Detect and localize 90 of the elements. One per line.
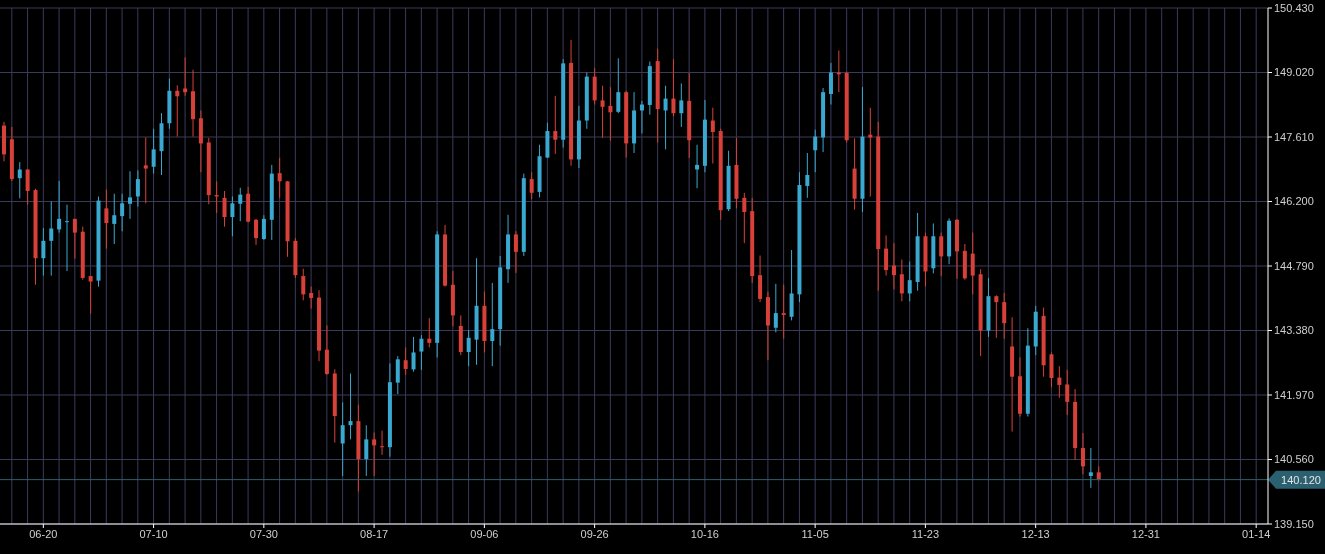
y-tick-label: 149.020: [1274, 66, 1314, 79]
candlestick: [490, 282, 495, 367]
candlestick: [372, 432, 377, 477]
y-tick-label: 147.610: [1274, 130, 1314, 143]
candlestick: [1057, 365, 1062, 399]
x-tick-label: 06-20: [29, 527, 58, 540]
x-tick-label: 09-06: [470, 527, 499, 540]
candlestick: [742, 192, 747, 244]
candlestick: [411, 336, 416, 373]
x-tick-label: 08-17: [360, 527, 389, 540]
x-tick-label: 01-14: [1242, 527, 1271, 540]
candlestick: [340, 401, 345, 477]
candlestick: [1088, 447, 1093, 489]
ref-line-label: 140.120: [1281, 473, 1321, 486]
candlestick: [395, 355, 400, 395]
x-tick-label: 07-30: [249, 527, 278, 540]
candlestick: [364, 424, 369, 477]
candlestick: [592, 67, 597, 106]
candlestick: [1002, 292, 1007, 340]
candlestick: [65, 204, 70, 272]
candlestick: [907, 260, 912, 302]
candlestick: [120, 193, 125, 232]
candlestick: [427, 317, 432, 348]
candlestick: [49, 201, 54, 277]
candlestick: [238, 187, 243, 222]
candlestick: [899, 259, 904, 302]
candlestick: [175, 84, 180, 138]
candlestick: [513, 230, 518, 274]
candlestick: [301, 268, 306, 301]
x-tick-label: 09-26: [580, 527, 609, 540]
candlestick: [970, 232, 975, 295]
candlestick: [1065, 369, 1070, 416]
candlestick: [88, 275, 93, 315]
candlestick: [380, 430, 385, 456]
candlestick: [1049, 351, 1054, 388]
x-tick-label: 10-16: [690, 527, 719, 540]
candlestick: [994, 294, 999, 339]
candlestick: [891, 242, 896, 290]
candlestick: [261, 214, 266, 241]
candlestick: [17, 161, 22, 199]
candlestick: [143, 136, 148, 204]
candlestick: [104, 189, 109, 250]
candlestick: [828, 62, 833, 106]
y-tick-label: 150.430: [1274, 1, 1314, 14]
candlestick: [600, 85, 605, 139]
candlestick: [419, 334, 424, 371]
candlestick: [781, 284, 786, 340]
candlestick: [679, 82, 684, 128]
y-tick-label: 140.560: [1274, 453, 1314, 466]
x-tick-label: 11-23: [911, 527, 940, 540]
candlestick: [663, 85, 668, 150]
candlestick: [758, 254, 763, 303]
candlestick: [403, 346, 408, 376]
candlestick: [57, 180, 62, 234]
candlestick: [309, 286, 314, 310]
candlestick: [41, 227, 46, 277]
candlestick: [348, 373, 353, 440]
candlestick: [72, 218, 77, 260]
x-tick-label: 07-10: [139, 527, 168, 540]
candlestick: [112, 193, 117, 245]
candlestick: [773, 283, 778, 333]
candlestick: [135, 169, 140, 208]
y-tick-label: 143.380: [1274, 324, 1314, 337]
y-tick-label: 144.790: [1274, 259, 1314, 272]
candlestick: [128, 170, 133, 220]
candlestick: [608, 86, 613, 142]
x-tick-label: 11-05: [801, 527, 829, 540]
candlestick: [222, 190, 227, 228]
x-tick-label: 12-31: [1131, 527, 1160, 540]
candlestick: [277, 157, 282, 199]
candlestick: [230, 195, 235, 237]
candlestick: [254, 218, 259, 246]
x-tick-label: 12-13: [1021, 527, 1050, 540]
candlestick: [151, 128, 156, 175]
y-tick-label: 139.150: [1274, 517, 1314, 530]
candlestick: [616, 57, 621, 114]
y-tick-label: 146.200: [1274, 195, 1314, 208]
y-tick-label: 141.970: [1274, 388, 1314, 401]
candlestick: [466, 329, 471, 367]
candlestick: [1080, 432, 1085, 475]
candlestick: [553, 95, 558, 155]
candlestick: [813, 129, 818, 173]
candlestick: [789, 249, 794, 321]
candlestick: [884, 234, 889, 277]
candlestick: [939, 232, 944, 277]
candlestick: [805, 152, 810, 199]
candlestick: [25, 168, 30, 206]
candlestick: [710, 107, 715, 165]
candlestick: [671, 58, 676, 117]
candlestick: [529, 171, 534, 200]
